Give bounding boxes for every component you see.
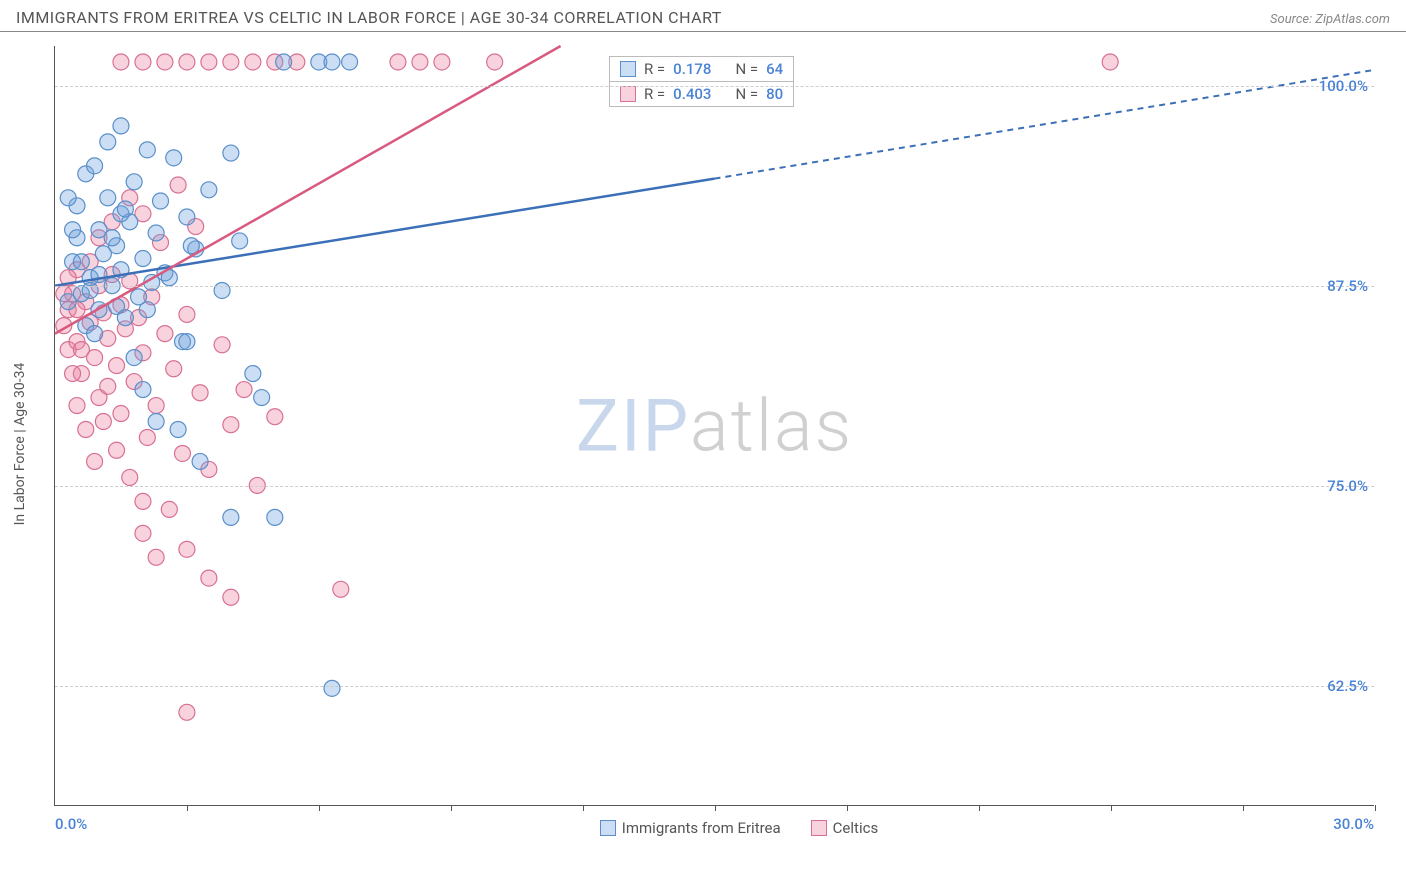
r-value-b: 0.403: [673, 85, 711, 103]
scatter-svg: [55, 46, 1374, 805]
x-tick: [319, 805, 320, 811]
legend-label-a: Immigrants from Eritrea: [622, 819, 781, 837]
stats-row-series-a: R = 0.178 N = 64: [610, 57, 793, 81]
r-label: R =: [644, 60, 665, 78]
series-a-swatch: [600, 820, 616, 836]
x-tick: [1111, 805, 1112, 811]
plot-region: ZIPatlas R = 0.178 N = 64 R = 0.403 N = …: [54, 46, 1374, 806]
r-value-a: 0.178: [673, 60, 711, 78]
series-b-swatch: [811, 820, 827, 836]
x-tick: [583, 805, 584, 811]
y-tick-label: 100.0%: [1319, 77, 1368, 95]
n-label: N =: [735, 60, 758, 78]
gridline: [55, 86, 1374, 87]
y-tick-label: 75.0%: [1327, 477, 1368, 495]
x-tick: [979, 805, 980, 811]
chart-header: IMMIGRANTS FROM ERITREA VS CELTIC IN LAB…: [0, 0, 1406, 32]
x-tick: [1375, 805, 1376, 811]
x-tick: [187, 805, 188, 811]
y-axis-label: In Labor Force | Age 30-34: [12, 363, 28, 526]
x-tick: [715, 805, 716, 811]
n-value-a: 64: [766, 60, 783, 78]
r-label: R =: [644, 85, 665, 103]
legend-item-b: Celtics: [811, 819, 879, 837]
stats-row-series-b: R = 0.403 N = 80: [610, 81, 793, 106]
gridline: [55, 686, 1374, 687]
series-a-swatch: [620, 61, 636, 77]
footer-legend: Immigrants from Eritrea Celtics: [79, 819, 1399, 837]
chart-source: Source: ZipAtlas.com: [1270, 12, 1390, 27]
series-b-swatch: [620, 86, 636, 102]
chart-title: IMMIGRANTS FROM ERITREA VS CELTIC IN LAB…: [16, 8, 722, 27]
y-tick-label: 87.5%: [1327, 277, 1368, 295]
y-tick-label: 62.5%: [1327, 677, 1368, 695]
x-tick: [451, 805, 452, 811]
x-tick: [1243, 805, 1244, 811]
legend-item-a: Immigrants from Eritrea: [600, 819, 781, 837]
chart-area: In Labor Force | Age 30-34 ZIPatlas R = …: [30, 46, 1390, 842]
gridline: [55, 286, 1374, 287]
n-value-b: 80: [766, 85, 783, 103]
x-tick: [847, 805, 848, 811]
n-label: N =: [735, 85, 758, 103]
gridline: [55, 486, 1374, 487]
legend-label-b: Celtics: [833, 819, 879, 837]
correlation-stats-box: R = 0.178 N = 64 R = 0.403 N = 80: [609, 56, 794, 107]
